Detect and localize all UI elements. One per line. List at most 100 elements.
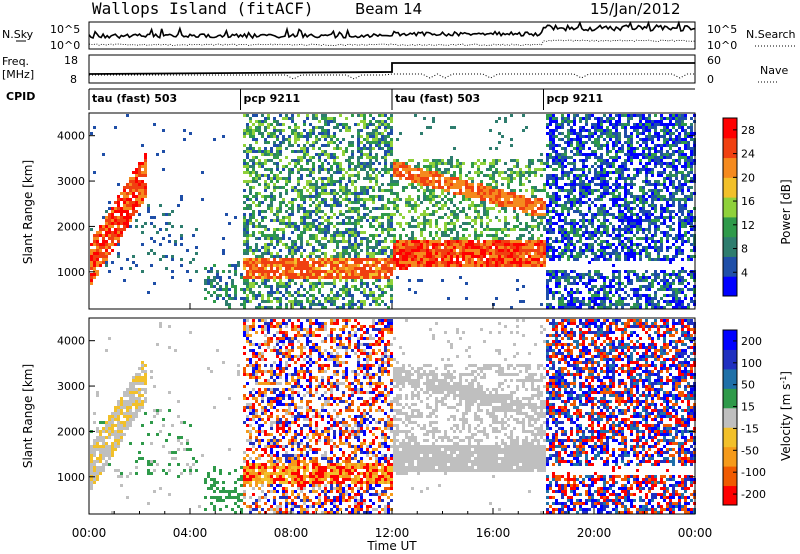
heatmap-cell	[570, 240, 573, 243]
heatmap-cell	[102, 243, 105, 246]
heatmap-cell	[528, 165, 531, 168]
heatmap-cell	[312, 168, 315, 171]
heatmap-cell	[444, 225, 447, 228]
heatmap-cell	[636, 225, 639, 228]
heatmap-cell	[327, 222, 330, 225]
heatmap-cell	[324, 168, 327, 171]
heatmap-cell	[576, 174, 579, 177]
heatmap-cell	[495, 180, 498, 183]
heatmap-cell	[375, 195, 378, 198]
heatmap-cell	[480, 222, 483, 225]
heatmap-cell	[636, 231, 639, 234]
heatmap-cell	[360, 237, 363, 240]
heatmap-cell	[246, 243, 249, 246]
heatmap-cell	[543, 246, 546, 249]
heatmap-cell	[333, 192, 336, 195]
heatmap-cell	[246, 126, 249, 129]
heatmap-cell	[312, 132, 315, 135]
heatmap-cell	[648, 303, 651, 306]
heatmap-cell	[138, 186, 141, 189]
heatmap-cell	[321, 270, 324, 273]
heatmap-cell	[399, 264, 402, 267]
heatmap-cell	[264, 282, 267, 285]
heatmap-cell	[468, 234, 471, 237]
heatmap-cell	[132, 204, 135, 207]
heatmap-cell	[624, 114, 627, 117]
heatmap-cell	[369, 141, 372, 144]
heatmap-cell	[561, 273, 564, 276]
heatmap-cell	[264, 264, 267, 267]
heatmap-cell	[264, 195, 267, 198]
heatmap-cell	[531, 189, 534, 192]
heatmap-cell	[594, 126, 597, 129]
heatmap-cell	[351, 141, 354, 144]
heatmap-cell	[246, 282, 249, 285]
heatmap-cell	[570, 207, 573, 210]
heatmap-cell	[636, 228, 639, 231]
heatmap-cell	[606, 153, 609, 156]
heatmap-cell	[633, 114, 636, 117]
heatmap-cell	[444, 228, 447, 231]
heatmap-cell	[450, 222, 453, 225]
heatmap-cell	[390, 279, 393, 282]
heatmap-cell	[489, 195, 492, 198]
heatmap-cell	[333, 249, 336, 252]
heatmap-cell	[582, 192, 585, 195]
heatmap-cell	[348, 216, 351, 219]
heatmap-cell	[552, 114, 555, 117]
heatmap-cell	[345, 288, 348, 291]
heatmap-cell	[534, 219, 537, 222]
heatmap-cell	[246, 240, 249, 243]
heatmap-cell	[471, 201, 474, 204]
heatmap-cell	[279, 153, 282, 156]
heatmap-cell	[396, 276, 399, 279]
heatmap-cell	[276, 210, 279, 213]
heatmap-cell	[528, 243, 531, 246]
heatmap-cell	[618, 240, 621, 243]
heatmap-cell	[537, 243, 540, 246]
heatmap-cell	[207, 279, 210, 282]
heatmap-cell	[627, 144, 630, 147]
heatmap-cell	[276, 168, 279, 171]
heatmap-cell	[552, 276, 555, 279]
heatmap-cell	[594, 150, 597, 153]
heatmap-cell	[324, 183, 327, 186]
heatmap-cell	[603, 132, 606, 135]
heatmap-cell	[606, 234, 609, 237]
heatmap-cell	[645, 252, 648, 255]
heatmap-cell	[246, 228, 249, 231]
heatmap-cell	[516, 201, 519, 204]
heatmap-cell	[633, 207, 636, 210]
heatmap-cell	[459, 162, 462, 165]
heatmap-cell	[477, 255, 480, 258]
heatmap-cell	[327, 282, 330, 285]
heatmap-cell	[576, 231, 579, 234]
heatmap-cell	[585, 246, 588, 249]
heatmap-cell	[630, 135, 633, 138]
heatmap-cell	[288, 201, 291, 204]
heatmap-cell	[555, 249, 558, 252]
heatmap-cell	[267, 141, 270, 144]
heatmap-cell	[390, 222, 393, 225]
heatmap-cell	[393, 162, 396, 165]
heatmap-cell	[597, 219, 600, 222]
heatmap-cell	[375, 183, 378, 186]
heatmap-cell	[258, 129, 261, 132]
heatmap-cell	[594, 198, 597, 201]
heatmap-cell	[348, 177, 351, 180]
heatmap-cell	[345, 129, 348, 132]
heatmap-cell	[324, 117, 327, 120]
heatmap-cell	[645, 135, 648, 138]
heatmap-cell	[150, 237, 153, 240]
heatmap-cell	[348, 288, 351, 291]
heatmap-cell	[567, 174, 570, 177]
heatmap-cell	[312, 225, 315, 228]
heatmap-cell	[627, 138, 630, 141]
heatmap-cell	[546, 132, 549, 135]
heatmap-cell	[618, 225, 621, 228]
heatmap-cell	[585, 213, 588, 216]
heatmap-cell	[126, 210, 129, 213]
heatmap-cell	[321, 162, 324, 165]
